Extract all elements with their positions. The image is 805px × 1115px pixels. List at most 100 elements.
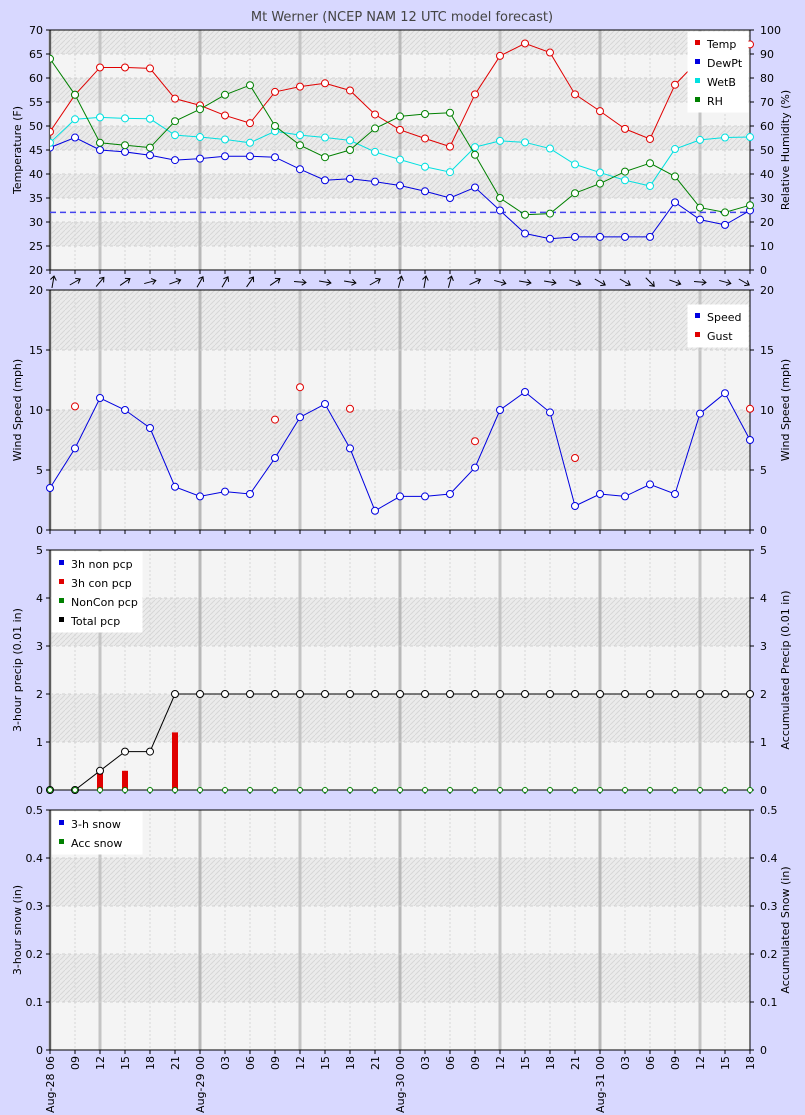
- data-point: Speed: 10: [496, 406, 504, 414]
- data-point: DewPt: 42.9: [171, 156, 179, 165]
- data-point: NonCon pcp: 0: [497, 787, 503, 793]
- x-tick-label: Aug-29 00: [194, 1056, 207, 1113]
- precip-bar: 3h con pcp: 0.4: [97, 770, 103, 790]
- data-point: NonCon pcp: 0: [622, 787, 628, 793]
- data-point: RH: 65: [421, 110, 429, 118]
- y-tick-label: 40: [29, 168, 43, 181]
- y-tick-label: 0.5: [26, 804, 44, 817]
- data-point: WetB: 48.1: [171, 131, 179, 140]
- data-point: Speed: 8.5: [146, 424, 154, 432]
- y2-tick-label: 0.3: [760, 900, 778, 913]
- y-tick-label: 0: [36, 524, 43, 537]
- wind-direction-arrow: [569, 279, 582, 286]
- data-point: RH: 53: [96, 138, 104, 147]
- y2-tick-label: 0.1: [760, 996, 778, 1009]
- data-point: Speed: 9.7: [696, 409, 704, 418]
- series-group: Temp: 48.8Temp: 56.5Temp: 62.2Temp: 62.2…: [50, 39, 754, 243]
- y2-tick-label: 30: [760, 192, 774, 205]
- data-point: Speed: 3.2: [221, 487, 229, 496]
- data-point: WetB: 41.5: [421, 162, 429, 171]
- wind-direction-arrow: [269, 277, 281, 286]
- x-tick-label: Aug-28 06: [44, 1056, 57, 1113]
- x-tick-label: 15: [519, 1056, 532, 1070]
- wind-direction-arrow: [447, 275, 454, 288]
- x-tick-label: 12: [694, 1056, 707, 1070]
- legend-label: 3-h snow: [71, 818, 121, 831]
- y-tick-label: 3: [36, 640, 43, 653]
- data-point: WetB: 45.3: [546, 144, 554, 153]
- data-point: NonCon pcp: 0: [247, 787, 253, 793]
- data-point: Speed: 7.5: [746, 436, 754, 444]
- legend-swatch: [695, 78, 700, 83]
- y-tick-label: 0.1: [26, 996, 44, 1009]
- y2-tick-label: 90: [760, 48, 774, 61]
- y2-tick-label: 80: [760, 72, 774, 85]
- data-point: Temp: 62.2: [121, 63, 129, 72]
- data-point: WetB: 45.2: [671, 145, 679, 154]
- legend-label: 3h non pcp: [71, 558, 133, 571]
- panel-2: 0 5 10 15 20 0 5 10 15 20 Wind Speed (mph) Wind Spe…: [11, 284, 792, 537]
- data-point: RH: 51: [146, 143, 154, 152]
- data-point: RH: 64: [396, 112, 404, 121]
- data-point: RH: 67: [196, 105, 204, 114]
- data-point: Total pcp: 2: [521, 690, 529, 698]
- data-point: Total pcp: 0.4: [96, 766, 104, 775]
- data-point: NonCon pcp: 0: [147, 787, 153, 793]
- data-point: Speed: 11.4: [721, 389, 729, 398]
- data-point: Total pcp: 2: [721, 690, 729, 698]
- temperature-series: Temp: 48.8Temp: 56.5Temp: 62.2Temp: 62.2…: [50, 31, 754, 243]
- data-point: Total pcp: 2: [471, 690, 479, 698]
- data-point: NonCon pcp: 0: [547, 787, 553, 793]
- data-point: Total pcp: 2: [346, 690, 354, 698]
- legend-label: Speed: [707, 311, 741, 324]
- x-tick-label: 18: [144, 1056, 157, 1070]
- data-point: Temp: 55.7: [171, 94, 179, 103]
- data-point: RH: 73: [71, 90, 79, 99]
- data-point: Temp: 52.4: [371, 110, 379, 119]
- data-point: DewPt: 38.4: [371, 177, 379, 186]
- data-point: RH: 65.5: [446, 108, 454, 117]
- data-point: Temp: 47.3: [646, 134, 654, 143]
- data-point: Total pcp: 2: [596, 690, 604, 698]
- data-point: DewPt: 34.1: [671, 198, 679, 207]
- data-point: WetB: 46.5: [50, 138, 54, 147]
- y2-axis-title: Accumulated Precip (0.01 in): [779, 590, 792, 749]
- y-tick-label: 1: [36, 736, 43, 749]
- wind-direction-arrow: [738, 278, 750, 287]
- data-point: NonCon pcp: 0: [372, 787, 378, 793]
- legend-swatch: [59, 560, 64, 565]
- x-tick-label: 18: [744, 1056, 757, 1070]
- data-point: Temp: 58.6: [671, 80, 679, 89]
- data-point: Temp: 67.2: [521, 39, 529, 48]
- data-point: Gust: 9.2: [271, 415, 279, 424]
- data-point: Gust: 11.9: [296, 383, 304, 392]
- data-point: DewPt: 38.7: [321, 176, 329, 185]
- data-point: WetB: 46.5: [246, 138, 254, 147]
- wind-direction-arrow: [246, 276, 255, 288]
- y-tick-label: 55: [29, 96, 43, 109]
- data-point: NonCon pcp: 0: [222, 787, 228, 793]
- data-point: Temp: 65.3: [546, 48, 554, 57]
- legend-swatch: [59, 839, 64, 844]
- data-point: RH: 39: [671, 172, 679, 181]
- data-point: RH: 44.5: [646, 159, 654, 168]
- data-point: NonCon pcp: 0: [97, 787, 103, 793]
- y2-tick-label: 0.2: [760, 948, 778, 961]
- data-point: RH: 52: [296, 141, 304, 150]
- wind-direction-arrow: [293, 278, 307, 286]
- snow-series: 3-h snow Acc snow: [51, 811, 143, 855]
- y-axis-title: Temperature (F): [11, 106, 24, 195]
- data-point: RH: 59: [371, 124, 379, 133]
- data-point: DewPt: 26.9: [646, 232, 654, 241]
- legend-swatch: [695, 332, 700, 337]
- data-point: Speed: 3.5: [46, 484, 54, 492]
- data-point: NonCon pcp: 0: [172, 787, 178, 793]
- data-point: Temp: 62.2: [96, 63, 104, 72]
- data-point: Temp: 58.2: [296, 82, 304, 91]
- data-point: RH: 23: [521, 210, 529, 219]
- data-point: DewPt: 35: [446, 194, 454, 202]
- data-point: Speed: 3.6: [171, 482, 179, 491]
- x-tick-label: 09: [669, 1056, 682, 1070]
- data-point: NonCon pcp: 0: [122, 787, 128, 793]
